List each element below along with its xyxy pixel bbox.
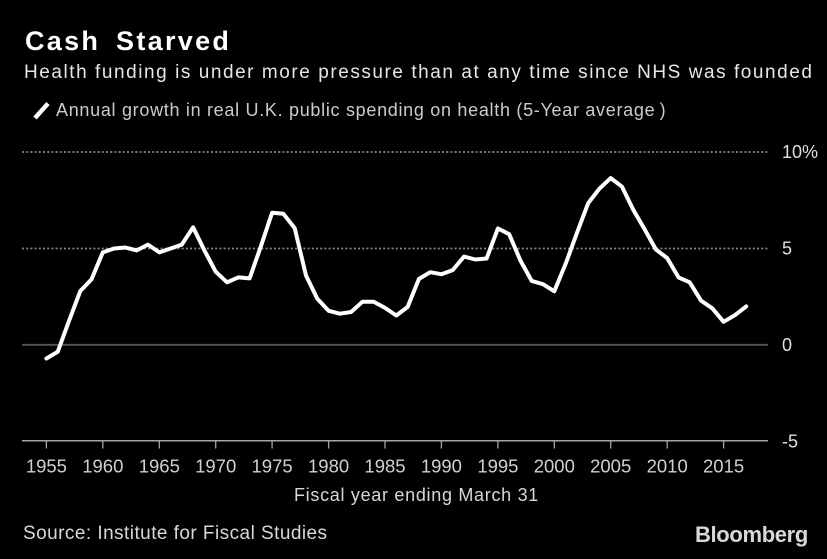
svg-text:1970: 1970 — [195, 456, 236, 477]
svg-text:10%: 10% — [782, 142, 818, 162]
svg-text:1955: 1955 — [26, 456, 67, 477]
svg-text:1990: 1990 — [421, 456, 462, 477]
svg-text:5: 5 — [782, 239, 792, 259]
svg-text:1975: 1975 — [252, 456, 293, 477]
svg-text:1980: 1980 — [308, 456, 349, 477]
svg-text:1985: 1985 — [364, 456, 405, 477]
svg-text:2005: 2005 — [590, 456, 631, 477]
svg-text:2015: 2015 — [703, 456, 744, 477]
svg-text:2010: 2010 — [647, 456, 688, 477]
svg-text:1965: 1965 — [139, 456, 180, 477]
svg-text:-5: -5 — [782, 432, 798, 452]
svg-text:1960: 1960 — [82, 456, 123, 477]
svg-text:2000: 2000 — [534, 456, 575, 477]
svg-text:1995: 1995 — [477, 456, 518, 477]
svg-text:0: 0 — [782, 335, 792, 355]
